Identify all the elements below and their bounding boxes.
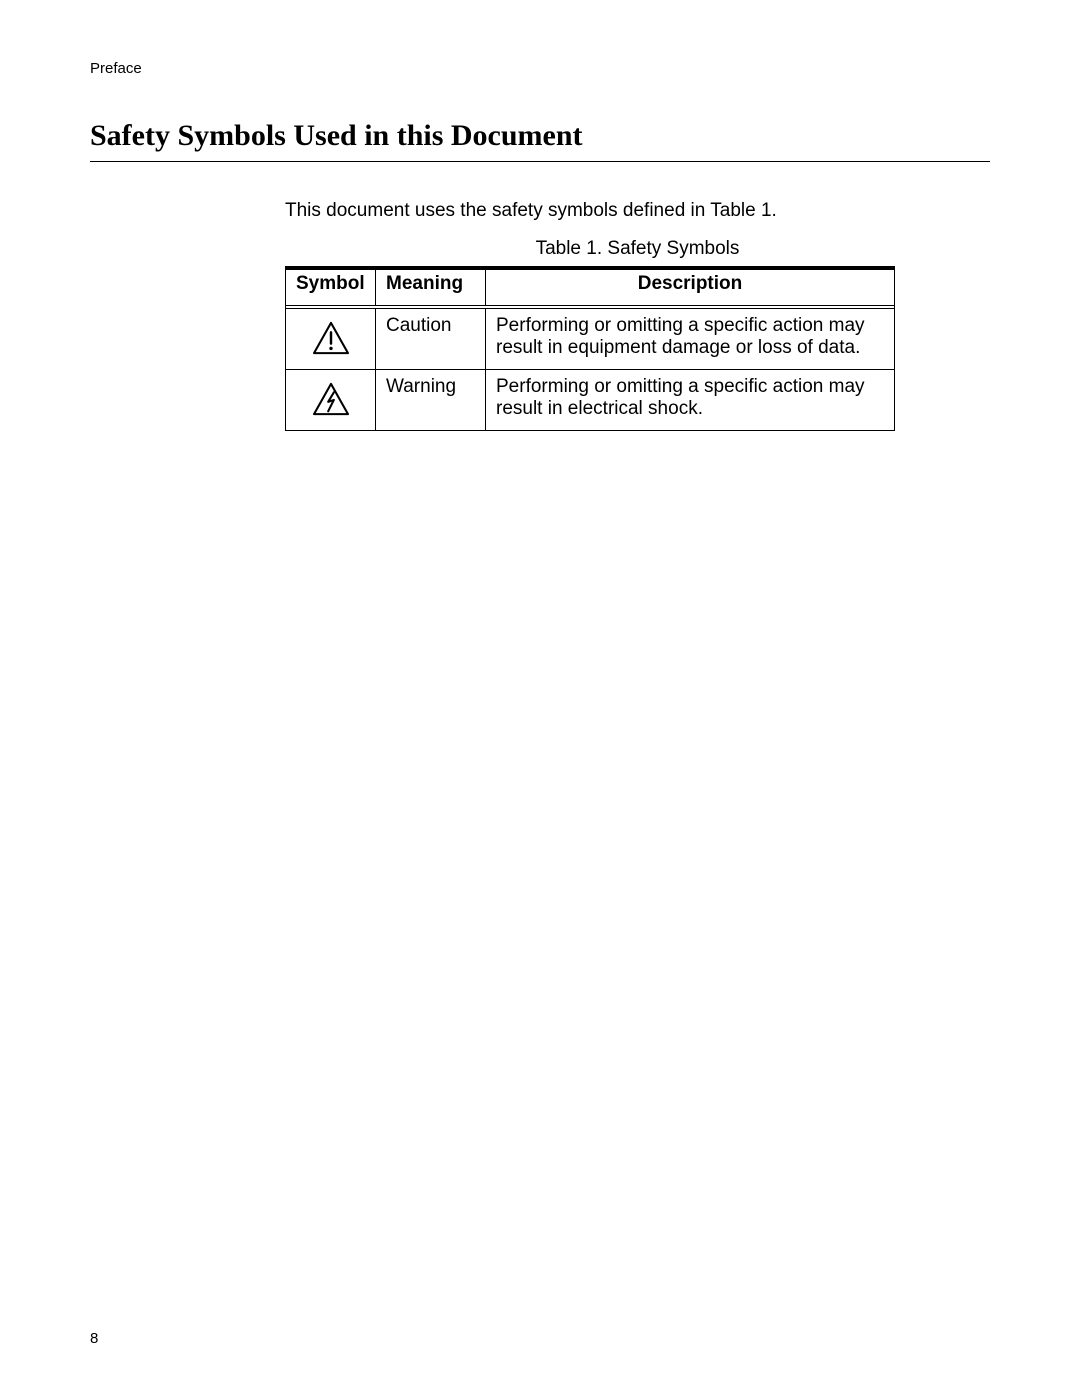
table-row: Warning Performing or omitting a specifi…: [286, 370, 895, 431]
page-number: 8: [90, 1330, 98, 1347]
document-page: Preface Safety Symbols Used in this Docu…: [0, 0, 1080, 1397]
safety-symbols-table: Symbol Meaning Description Caution: [285, 266, 895, 431]
col-header-meaning: Meaning: [376, 267, 486, 306]
col-header-description: Description: [486, 267, 895, 306]
table-header-row: Symbol Meaning Description: [286, 267, 895, 306]
table-caption: Table 1. Safety Symbols: [285, 238, 990, 260]
running-header: Preface: [90, 60, 990, 77]
intro-paragraph: This document uses the safety symbols de…: [285, 200, 990, 222]
page-title: Safety Symbols Used in this Document: [90, 119, 990, 162]
content-block: This document uses the safety symbols de…: [285, 200, 990, 431]
symbol-cell: [286, 309, 376, 370]
meaning-cell: Caution: [376, 309, 486, 370]
col-header-symbol: Symbol: [286, 267, 376, 306]
warning-icon: [312, 382, 350, 416]
meaning-cell: Warning: [376, 370, 486, 431]
symbol-cell: [286, 370, 376, 431]
description-cell: Performing or omitting a specific action…: [486, 309, 895, 370]
table-row: Caution Performing or omitting a specifi…: [286, 309, 895, 370]
caution-icon: [312, 321, 350, 355]
description-cell: Performing or omitting a specific action…: [486, 370, 895, 431]
